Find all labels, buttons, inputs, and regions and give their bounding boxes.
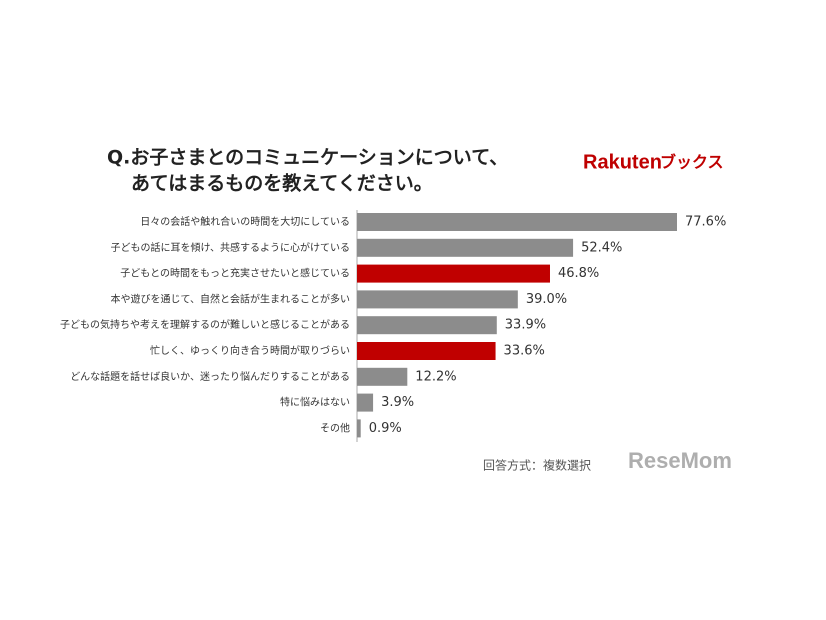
logo: ブックス	[660, 153, 724, 172]
watermark: ReseMom	[628, 448, 732, 473]
value-label: 39.0%	[526, 292, 567, 307]
category-label: 日々の会話や触れ合いの時間を大切にしている	[140, 215, 350, 228]
category-label: その他	[320, 421, 350, 434]
value-label: 33.9%	[505, 318, 546, 333]
bar	[357, 213, 677, 231]
logo: Rakuten	[583, 151, 662, 173]
bar	[357, 290, 518, 309]
bar	[357, 393, 374, 412]
value-label: 12.2%	[415, 369, 456, 384]
value-label: 33.6%	[504, 344, 545, 359]
bar	[357, 419, 361, 438]
category-label: 本や遊びを通じて、自然と会話が生まれることが多い	[111, 292, 351, 305]
chart-title: Q.お子さまとのコミュニケーションについて、	[107, 147, 508, 169]
category-label: 忙しく、ゆっくり向き合う時間が取りづらい	[150, 344, 350, 357]
chart-title: あてはまるものを教えてください。	[131, 172, 433, 195]
value-label: 3.9%	[381, 395, 414, 410]
bar	[357, 342, 496, 360]
value-label: 77.6%	[685, 215, 726, 230]
bar	[357, 316, 497, 335]
value-label: 46.8%	[558, 266, 599, 281]
bar	[357, 367, 408, 386]
category-label: 子どもの気持ちや考えを理解するのが難しいと感じることがある	[60, 318, 350, 331]
note: 回答方式：複数選択	[483, 458, 591, 473]
bar	[357, 238, 574, 257]
value-label: 52.4%	[581, 240, 622, 255]
category-label: どんな話題を話せば良いか、迷ったり悩んだりすることがある	[70, 370, 350, 383]
value-label: 0.9%	[369, 421, 402, 436]
category-label: 特に悩みはない	[280, 396, 350, 409]
category-label: 子どもの話に耳を傾け、共感するように心がけている	[111, 241, 351, 254]
bar	[357, 264, 550, 283]
category-label: 子どもとの時間をもっと充実させたいと感じている	[120, 267, 350, 280]
